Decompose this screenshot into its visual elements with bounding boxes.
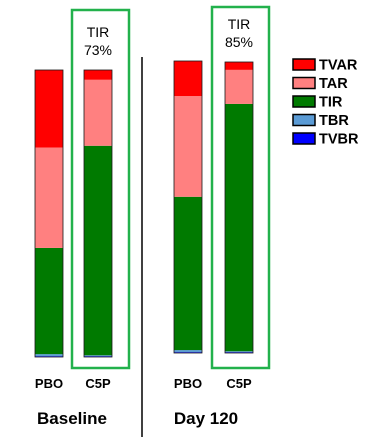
bar-label-1: C5P bbox=[85, 376, 111, 391]
legend-swatch-tvar bbox=[292, 58, 316, 71]
highlight-boxes bbox=[70, 5, 271, 370]
bar-label-3: C5P bbox=[226, 376, 252, 391]
bar-segment-tvbr-0 bbox=[35, 356, 63, 357]
bar-segment-tvar-0 bbox=[35, 70, 63, 148]
annotation-value-0: 73% bbox=[84, 42, 112, 58]
bar-segment-tvar-1 bbox=[84, 70, 112, 80]
bar-segment-tvbr-2 bbox=[174, 352, 202, 353]
bar-segment-tbr-1 bbox=[84, 355, 112, 357]
bar-segment-tvar-3 bbox=[225, 62, 253, 70]
bar-segment-tbr-0 bbox=[35, 354, 63, 357]
legend-label-tvar: TVAR bbox=[319, 58, 358, 74]
bar-segment-tvbr-1 bbox=[84, 356, 112, 357]
bar-outline-1 bbox=[83, 69, 113, 358]
bar-segment-tbr-2 bbox=[174, 350, 202, 353]
bar-segment-tir-1 bbox=[84, 145, 112, 356]
annotation-value-1: 85% bbox=[225, 34, 253, 50]
bar-segment-tir-0 bbox=[35, 247, 63, 355]
legend: TVAR TAR TIR TBR TVBR bbox=[292, 58, 359, 148]
legend-swatch-tar bbox=[292, 76, 316, 90]
bar-segment-tir-2 bbox=[174, 196, 202, 351]
annotations-layer: TIR 73% TIR 85% bbox=[84, 16, 253, 58]
bar-segment-tvar-2 bbox=[174, 61, 202, 97]
bar-outline-3 bbox=[224, 61, 254, 354]
bar-segment-tar-1 bbox=[84, 79, 112, 146]
highlight-box-0 bbox=[70, 8, 131, 370]
bar-outline-2 bbox=[173, 60, 203, 354]
annotation-label-0: TIR bbox=[87, 24, 110, 40]
bar-segment-tvbr-3 bbox=[225, 352, 253, 353]
legend-swatch-tir bbox=[292, 95, 316, 108]
legend-label-tbr: TBR bbox=[319, 113, 349, 129]
bar-segment-tar-2 bbox=[174, 96, 202, 197]
bar-label-2: PBO bbox=[174, 376, 202, 391]
legend-label-tir: TIR bbox=[319, 95, 343, 111]
legend-label-tvbr: TVBR bbox=[319, 132, 359, 148]
bars-layer bbox=[34, 60, 254, 358]
bar-label-0: PBO bbox=[35, 376, 63, 391]
annotation-label-1: TIR bbox=[228, 16, 251, 32]
group-label-1: Day 120 bbox=[174, 409, 238, 428]
bar-segment-tbr-3 bbox=[225, 351, 253, 353]
bar-outline-0 bbox=[34, 69, 64, 358]
legend-swatch-tvbr bbox=[292, 132, 316, 145]
bar-labels-layer: PBO C5P PBO C5P bbox=[35, 376, 252, 391]
bar-segment-tar-0 bbox=[35, 147, 63, 248]
legend-label-tar: TAR bbox=[319, 76, 348, 92]
group-labels-layer: Baseline Day 120 bbox=[37, 409, 238, 428]
group-label-0: Baseline bbox=[37, 409, 107, 428]
bar-segment-tar-3 bbox=[225, 69, 253, 104]
legend-swatch-tbr bbox=[292, 113, 316, 127]
highlight-box-1 bbox=[210, 5, 271, 370]
bar-segment-tir-3 bbox=[225, 103, 253, 352]
